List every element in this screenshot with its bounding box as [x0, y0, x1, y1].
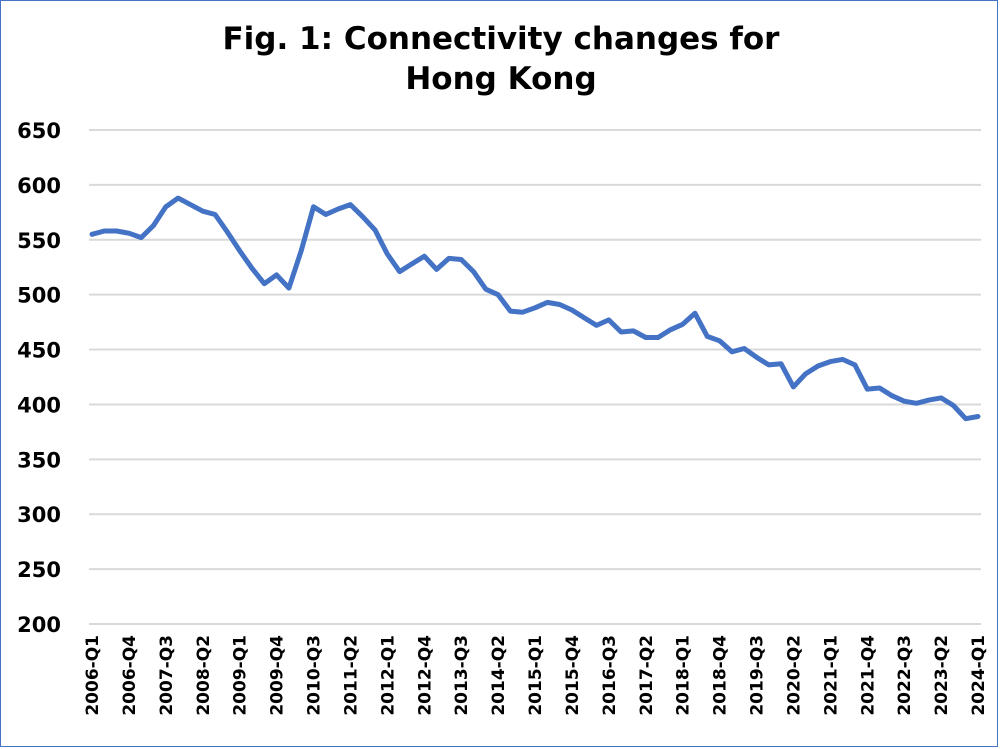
- y-tick-label: 600: [17, 174, 61, 198]
- x-tick-label: 2018-Q4: [711, 635, 731, 716]
- y-tick-label: 650: [17, 119, 61, 143]
- x-tick-label: 2009-Q1: [231, 635, 251, 716]
- y-tick-label: 400: [17, 393, 61, 417]
- x-tick-label: 2022-Q3: [895, 635, 915, 716]
- y-tick-label: 450: [17, 339, 61, 363]
- chart-title-line-2: Hong Kong: [405, 61, 597, 97]
- chart-title-line-1: Fig. 1: Connectivity changes for: [222, 21, 780, 57]
- x-tick-label: 2006-Q4: [120, 635, 140, 716]
- y-tick-label: 250: [17, 558, 61, 582]
- y-tick-label: 200: [17, 613, 61, 637]
- y-tick-label: 300: [17, 503, 61, 527]
- y-tick-label: 500: [17, 284, 61, 308]
- series-layer: [89, 195, 981, 422]
- x-tick-label: 2015-Q1: [526, 635, 546, 716]
- x-tick-label: 2023-Q2: [932, 635, 952, 716]
- chart-title: Fig. 1: Connectivity changes for Hong Ko…: [1, 19, 1000, 99]
- x-tick-label: 2010-Q3: [305, 635, 325, 716]
- x-tick-label: 2009-Q4: [268, 635, 288, 716]
- x-tick-label: 2006-Q1: [83, 635, 103, 716]
- gridlines: [89, 129, 981, 625]
- x-tick-label: 2014-Q2: [489, 635, 509, 716]
- x-tick-label: 2020-Q2: [784, 635, 804, 716]
- x-tick-label: 2015-Q4: [563, 635, 583, 716]
- x-axis-tick-labels: 2006-Q1 2006-Q4 2007-Q3 2008-Q2 2009-Q1 2009-…: [83, 635, 989, 716]
- x-tick-label: 2013-Q3: [452, 635, 472, 716]
- x-tick-label: 2008-Q2: [194, 635, 214, 716]
- x-tick-label: 2021-Q4: [858, 635, 878, 716]
- x-tick-label: 2018-Q1: [674, 635, 694, 716]
- x-tick-label: 2019-Q3: [748, 635, 768, 716]
- x-tick-label: 2011-Q2: [341, 635, 361, 716]
- x-tick-label: 2012-Q1: [378, 635, 398, 716]
- x-tick-label: 2024-Q1: [969, 635, 989, 716]
- x-tick-label: 2012-Q4: [415, 635, 435, 716]
- x-tick-label: 2007-Q3: [157, 635, 177, 716]
- x-tick-label: 2016-Q3: [600, 635, 620, 716]
- y-tick-label: 550: [17, 229, 61, 253]
- x-tick-label: 2021-Q1: [821, 635, 841, 716]
- series-line: [89, 195, 981, 422]
- x-tick-label: 2017-Q2: [637, 635, 657, 716]
- y-tick-label: 350: [17, 448, 61, 472]
- y-axis-tick-labels: 200 250 300 350 400 450 500 550 600 650: [17, 119, 61, 637]
